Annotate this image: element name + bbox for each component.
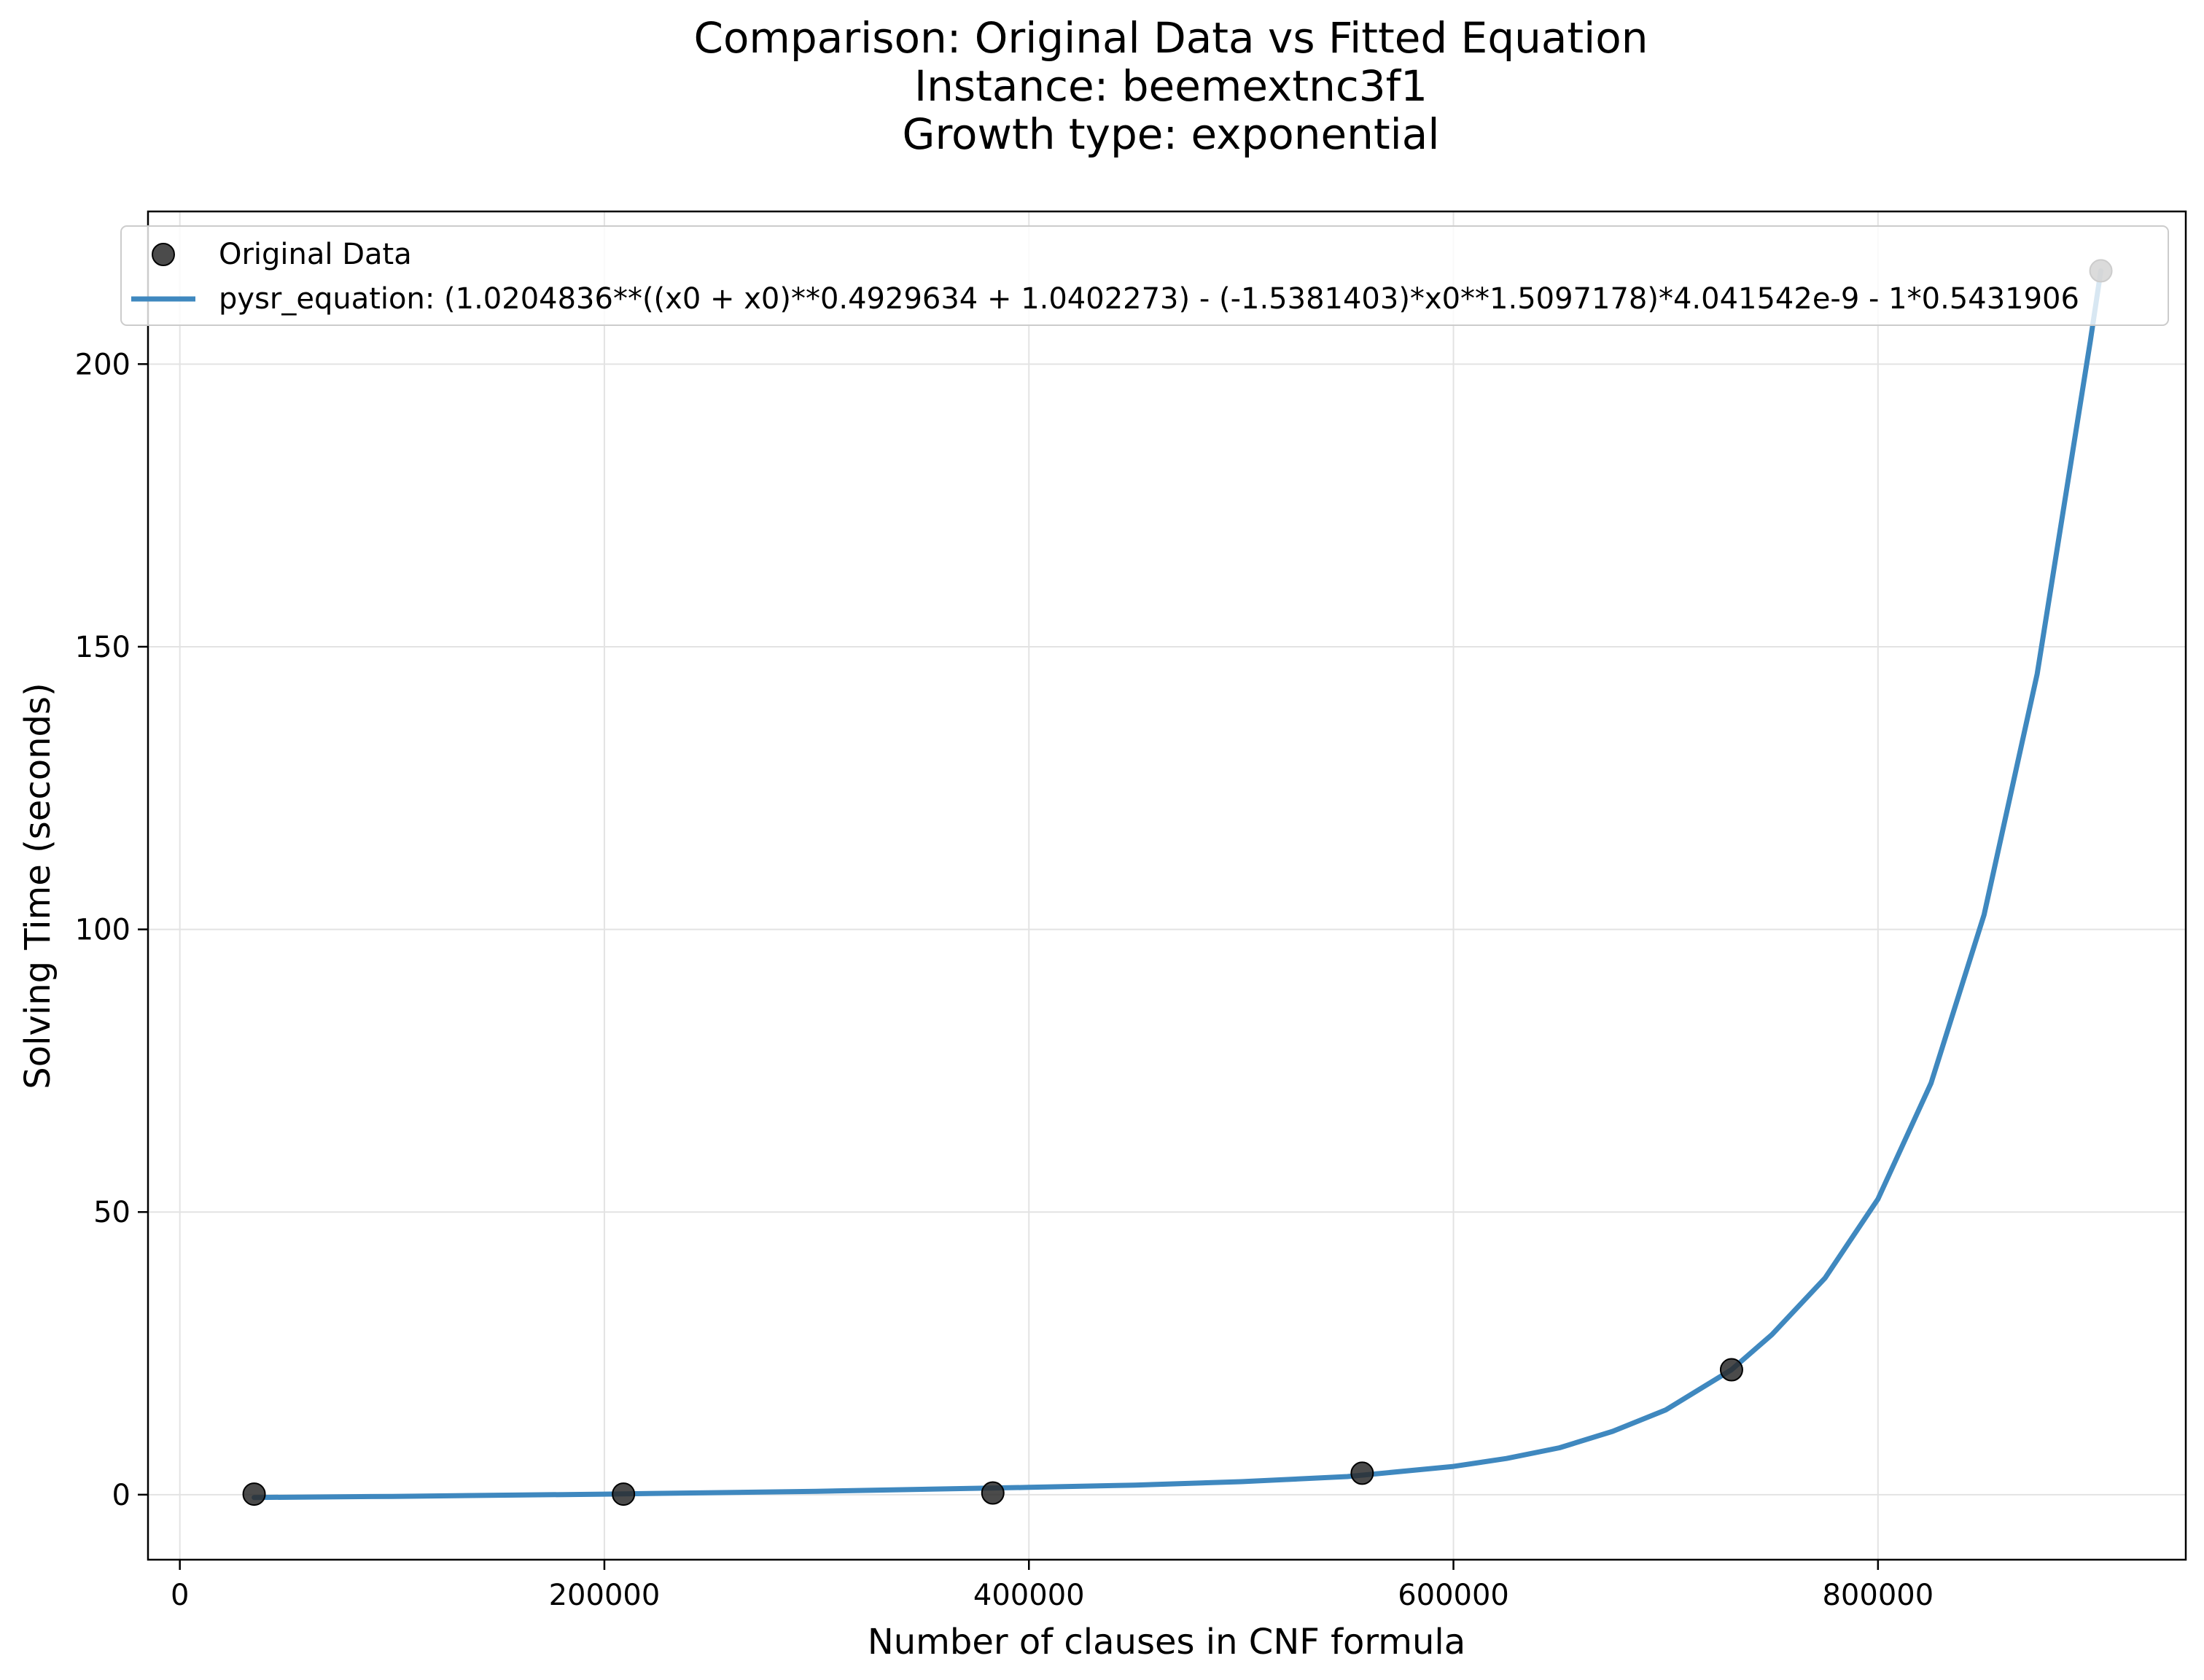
x-tick-label: 400000 (973, 1579, 1085, 1612)
legend-label-fitted-equation: pysr_equation: (1.0204836**((x0 + x0)**0… (219, 282, 2079, 316)
title-line-2: Instance: beemextnc3f1 (914, 61, 1428, 111)
legend: Original Data pysr_equation: (1.0204836*… (120, 225, 2169, 326)
legend-box (120, 225, 2169, 326)
title-line-3: Growth type: exponential (903, 109, 1440, 159)
legend-marker-original-data (152, 243, 175, 266)
data-point (242, 1482, 266, 1506)
x-tick-label: 600000 (1398, 1579, 1509, 1612)
plot-frame (147, 210, 2187, 1561)
data-point (612, 1482, 636, 1506)
chart-title: Comparison: Original Data vs Fitted Equa… (693, 13, 1648, 159)
y-tick-label: 0 (112, 1479, 131, 1512)
data-point (981, 1481, 1005, 1505)
y-axis-ticks: 0 50 100 150 200 (75, 348, 148, 1512)
x-tick-label: 200000 (549, 1579, 661, 1612)
y-tick-label: 150 (75, 631, 131, 664)
title-line-1: Comparison: Original Data vs Fitted Equa… (693, 13, 1648, 63)
x-axis-label: Number of clauses in CNF formula (868, 1622, 1465, 1662)
legend-label-original-data: Original Data (219, 238, 412, 271)
data-point (1719, 1358, 1743, 1382)
x-tick-label: 0 (171, 1579, 189, 1612)
grid (148, 211, 2186, 1560)
y-tick-label: 100 (75, 914, 131, 947)
x-axis-ticks: 0 200000 400000 600000 800000 (171, 1560, 1934, 1612)
y-tick-label: 50 (93, 1196, 131, 1229)
y-tick-label: 200 (75, 348, 131, 381)
fitted-equation-line (252, 268, 2103, 1501)
y-axis-label: Solving Time (seconds) (17, 682, 58, 1089)
data-point (1350, 1461, 1374, 1485)
x-tick-label: 800000 (1822, 1579, 1934, 1612)
